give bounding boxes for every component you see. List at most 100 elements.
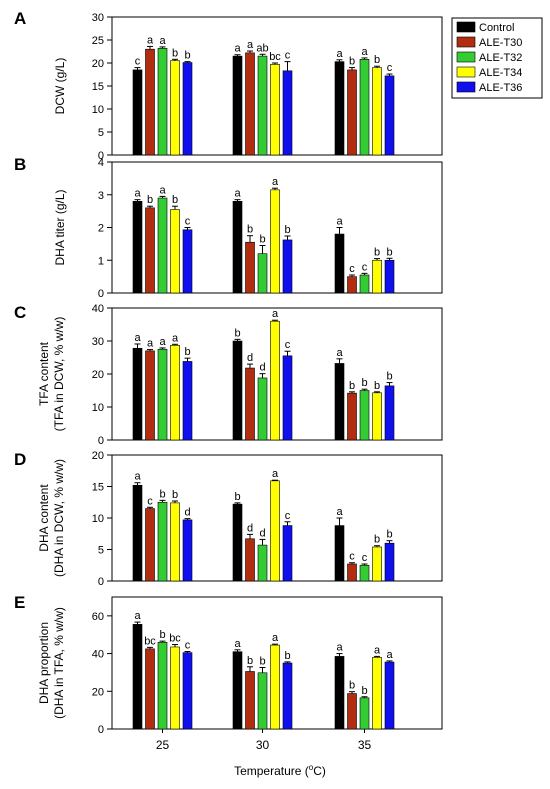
- bar: [145, 350, 155, 441]
- panel-letter: E: [14, 593, 25, 612]
- bar: [132, 69, 143, 156]
- significance-letter: a: [272, 176, 279, 188]
- bar: [145, 48, 155, 156]
- y-axis-label: TFA content: [37, 341, 51, 406]
- bar: [182, 519, 193, 582]
- significance-letter: b: [386, 529, 392, 541]
- significance-letter: b: [172, 489, 178, 501]
- significance-letter: a: [134, 332, 141, 344]
- y-tick-label: 2: [98, 223, 104, 235]
- significance-letter: b: [234, 491, 240, 503]
- significance-letter: a: [386, 649, 393, 661]
- y-tick-label: 10: [92, 513, 104, 525]
- significance-letter: a: [134, 188, 141, 200]
- y-tick-label: 20: [92, 369, 104, 381]
- bar: [372, 259, 382, 294]
- significance-letter: c: [185, 639, 191, 651]
- bar: [282, 525, 293, 582]
- y-tick-label: 1: [98, 255, 104, 267]
- y-tick-label: 5: [98, 545, 104, 557]
- bar: [245, 538, 255, 582]
- significance-letter: b: [386, 246, 392, 258]
- significance-letter: b: [172, 47, 178, 59]
- significance-letter: a: [147, 34, 154, 46]
- significance-letter: c: [147, 495, 153, 507]
- significance-letter: a: [336, 347, 343, 359]
- bar: [182, 229, 193, 294]
- bar: [384, 259, 395, 294]
- significance-letter: a: [361, 46, 368, 58]
- significance-letter: b: [184, 50, 190, 62]
- significance-letter: b: [386, 371, 392, 383]
- y-tick-label: 15: [92, 81, 104, 93]
- x-tick-label: 35: [358, 738, 372, 752]
- significance-letter: a: [272, 308, 279, 320]
- y-axis-label: DCW (g/L): [53, 58, 67, 115]
- significance-letter: b: [247, 655, 253, 667]
- x-axis-label-unit: C): [313, 764, 326, 778]
- panel-letter: A: [14, 9, 26, 28]
- significance-letter: c: [387, 62, 393, 74]
- significance-letter: b: [234, 327, 240, 339]
- bar: [170, 646, 180, 730]
- y-tick-label: 30: [92, 12, 104, 24]
- bar: [334, 363, 345, 441]
- legend-swatch: [456, 36, 476, 48]
- legend-label: ALE-T36: [479, 82, 522, 94]
- significance-letter: b: [284, 650, 290, 662]
- bar: [372, 67, 382, 156]
- bar: [347, 392, 357, 441]
- y-tick-label: 10: [92, 402, 104, 414]
- panel-letter: D: [14, 450, 26, 469]
- significance-letter: a: [234, 188, 241, 200]
- bar: [132, 484, 143, 582]
- bar: [145, 207, 155, 294]
- bar: [170, 60, 180, 156]
- bar: [245, 367, 255, 441]
- panel-e: E 0 20 40 60 DHA proportion (DHA in TFA, % w/w…: [14, 593, 443, 736]
- y-tick-label: 40: [92, 649, 104, 661]
- significance-letter: c: [349, 263, 355, 275]
- bar: [359, 274, 370, 294]
- significance-letter: a: [336, 48, 343, 60]
- bar: [282, 355, 293, 441]
- significance-letter: d: [259, 527, 265, 539]
- significance-letter: a: [234, 43, 241, 55]
- bar: [270, 64, 280, 156]
- significance-letter: b: [172, 194, 178, 206]
- significance-letter: b: [374, 380, 380, 392]
- panel-letter: B: [14, 155, 26, 174]
- bar: [182, 652, 193, 730]
- bar: [384, 542, 395, 582]
- bar: [232, 651, 243, 730]
- bar: [257, 55, 268, 156]
- y-axis-label: (DHA in TFA, % w/w): [52, 607, 66, 719]
- panel-letter: C: [14, 303, 26, 322]
- bar: [157, 348, 168, 441]
- y-tick-label: 4: [98, 157, 104, 169]
- significance-letter: c: [185, 216, 191, 228]
- bar: [359, 59, 370, 156]
- significance-letter: a: [134, 610, 141, 622]
- bar: [232, 55, 243, 156]
- y-tick-label: 0: [98, 435, 104, 447]
- bar: [170, 502, 180, 582]
- significance-letter: d: [247, 522, 253, 534]
- significance-letter: bc: [269, 51, 281, 63]
- significance-letter: b: [259, 234, 265, 246]
- legend-label: ALE-T32: [479, 52, 522, 64]
- y-axis-label: DHA titer (g/L): [53, 189, 67, 265]
- significance-letter: c: [362, 552, 368, 564]
- legend-label: ALE-T34: [479, 67, 522, 79]
- significance-letter: b: [184, 346, 190, 358]
- significance-letter: a: [172, 332, 179, 344]
- panel-c: C 0 10 20 30 40 TFA content (TFA in DCW, % w/w)…: [14, 303, 443, 447]
- significance-letter: bc: [169, 633, 181, 645]
- significance-letter: c: [362, 261, 368, 273]
- bar: [270, 644, 280, 730]
- significance-letter: b: [349, 680, 355, 692]
- y-tick-label: 20: [92, 686, 104, 698]
